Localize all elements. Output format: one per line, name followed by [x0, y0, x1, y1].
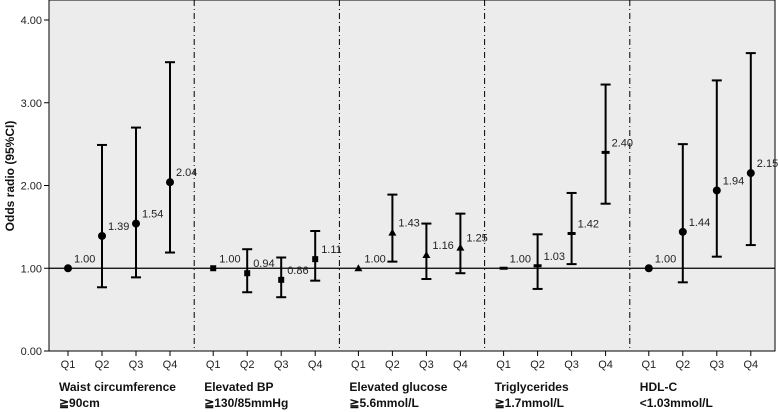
x-tick-label: Q4: [453, 359, 468, 371]
data-label: 1.94: [723, 175, 744, 187]
point-marker: [422, 251, 431, 259]
x-tick-label: Q4: [598, 359, 613, 371]
x-tick-label: Q2: [240, 359, 255, 371]
group-2: Q1 1.00 Q2 1.43 Q3 1.16 Q4 1.25 Elevated glucose…: [349, 193, 488, 410]
x-tick-label: Q2: [530, 359, 545, 371]
x-tick-label: Q3: [564, 359, 579, 371]
data-label: 1.00: [364, 253, 385, 265]
point-marker: [456, 243, 465, 251]
data-label: 1.03: [544, 251, 565, 263]
group-1: Q1 1.00 Q2 0.94 Q3 0.86 Q4 1.11 Elevated BP ≧130/…: [204, 230, 342, 410]
x-tick-label: Q1: [61, 359, 76, 371]
data-label: 1.42: [578, 218, 599, 230]
data-label: 1.39: [108, 221, 129, 233]
data-label: 2.40: [612, 137, 633, 149]
x-tick-label: Q4: [308, 359, 323, 371]
data-label: 1.00: [219, 253, 240, 265]
y-tick-label: 4.00: [21, 15, 42, 27]
x-tick-label: Q1: [641, 359, 656, 371]
group-3: Q1 1.00 Q2 1.03 Q3 1.42 Q4 2.40 Triglycerides ≧1.…: [495, 83, 633, 410]
group-label: Elevated glucose: [349, 380, 447, 394]
group-label: Waist circumference: [59, 380, 176, 394]
group-sublabel: ≧90cm: [59, 396, 100, 410]
point-marker: [712, 186, 721, 195]
x-tick-label: Q1: [496, 359, 511, 371]
x-tick-label: Q1: [351, 359, 366, 371]
point-marker: [312, 256, 319, 263]
plot-background: [48, 0, 776, 352]
data-label: 1.11: [321, 244, 342, 256]
y-tick-label: 3.00: [21, 98, 42, 110]
point-marker: [166, 178, 174, 187]
data-label: 1.00: [74, 253, 95, 265]
y-tick-label: 0.00: [21, 346, 42, 358]
point-marker: [278, 276, 285, 283]
point-marker: [64, 264, 72, 273]
data-label: 0.94: [253, 258, 274, 270]
data-label: 1.00: [655, 253, 676, 265]
y-tick-label: 1.00: [21, 263, 42, 275]
data-label: 1.00: [510, 253, 531, 265]
data-label: 0.86: [287, 265, 308, 277]
data-label: 1.16: [432, 240, 453, 252]
x-tick-label: Q4: [163, 359, 178, 371]
group-sublabel: ≧1.7mmol/L: [495, 396, 564, 410]
point-marker: [499, 266, 508, 270]
group-label: HDL-C: [640, 380, 678, 394]
x-tick-label: Q4: [743, 359, 758, 371]
point-marker: [132, 219, 140, 228]
point-marker: [98, 231, 106, 240]
data-label: 1.44: [689, 217, 710, 229]
y-tick-label: 2.00: [21, 181, 42, 193]
point-marker: [354, 264, 363, 272]
point-marker: [567, 231, 576, 235]
point-marker: [533, 264, 542, 268]
x-tick-label: Q1: [206, 359, 221, 371]
group-sublabel: <1.03mmol/L: [640, 396, 713, 410]
point-marker: [746, 169, 755, 178]
data-label: 1.54: [142, 209, 163, 221]
x-tick-label: Q3: [419, 359, 434, 371]
point-marker: [601, 150, 610, 154]
y-axis-label: Odds radio (95%CI): [3, 121, 17, 232]
x-tick-label: Q3: [709, 359, 724, 371]
group-4: Q1 1.00 Q2 1.44 Q3 1.94 Q4 2.15 HDL-C <1.03mmol/L: [640, 52, 778, 410]
x-tick-label: Q3: [129, 359, 144, 371]
x-tick-label: Q3: [274, 359, 289, 371]
data-label: 1.43: [398, 218, 419, 230]
data-label: 2.15: [757, 158, 778, 170]
point-marker: [678, 227, 687, 236]
group-sublabel: ≧5.6mmol/L: [349, 396, 418, 410]
point-marker: [644, 264, 653, 273]
data-label: 1.25: [466, 233, 487, 245]
group-0: Q1 1.00 Q2 1.39 Q3 1.54 Q4 2.04 Waist circumfere…: [59, 61, 197, 410]
x-tick-label: Q2: [385, 359, 400, 371]
point-marker: [210, 265, 217, 272]
group-label: Elevated BP: [204, 380, 273, 394]
point-marker: [388, 228, 397, 236]
point-marker: [244, 270, 251, 277]
group-label: Triglycerides: [495, 380, 569, 394]
x-tick-label: Q2: [95, 359, 110, 371]
data-label: 2.04: [176, 167, 197, 179]
group-sublabel: ≧130/85mmHg: [204, 396, 288, 410]
x-tick-label: Q2: [675, 359, 690, 371]
